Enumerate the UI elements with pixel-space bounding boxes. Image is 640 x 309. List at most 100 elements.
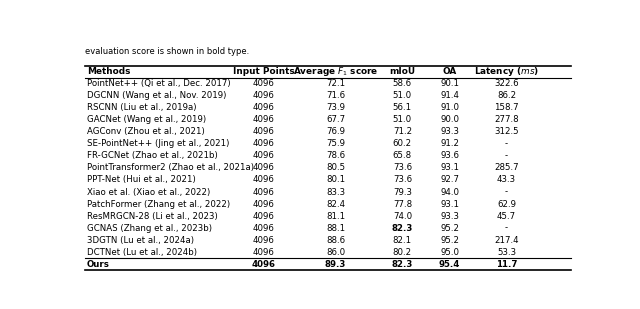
Text: 90.1: 90.1 bbox=[440, 79, 459, 88]
Text: 82.3: 82.3 bbox=[392, 224, 413, 233]
Text: 4096: 4096 bbox=[253, 236, 275, 245]
Text: 285.7: 285.7 bbox=[494, 163, 519, 172]
Text: 95.0: 95.0 bbox=[440, 248, 459, 257]
Text: 4096: 4096 bbox=[253, 176, 275, 184]
Text: 95.2: 95.2 bbox=[440, 236, 459, 245]
Text: 60.2: 60.2 bbox=[393, 139, 412, 148]
Text: 65.8: 65.8 bbox=[393, 151, 412, 160]
Text: 45.7: 45.7 bbox=[497, 212, 516, 221]
Text: 4096: 4096 bbox=[253, 139, 275, 148]
Text: 53.3: 53.3 bbox=[497, 248, 516, 257]
Text: Latency ($ms$): Latency ($ms$) bbox=[474, 65, 539, 78]
Text: 82.4: 82.4 bbox=[326, 200, 345, 209]
Text: 73.9: 73.9 bbox=[326, 103, 345, 112]
Text: 4096: 4096 bbox=[253, 200, 275, 209]
Text: Methods: Methods bbox=[87, 67, 131, 76]
Text: 62.9: 62.9 bbox=[497, 200, 516, 209]
Text: 11.7: 11.7 bbox=[496, 260, 517, 269]
Text: 78.6: 78.6 bbox=[326, 151, 345, 160]
Text: 74.0: 74.0 bbox=[393, 212, 412, 221]
Text: 89.3: 89.3 bbox=[324, 260, 346, 269]
Text: 73.6: 73.6 bbox=[393, 163, 412, 172]
Text: 86.2: 86.2 bbox=[497, 91, 516, 100]
Text: 4096: 4096 bbox=[253, 248, 275, 257]
Text: ResMRGCN-28 (Li et al., 2023): ResMRGCN-28 (Li et al., 2023) bbox=[87, 212, 218, 221]
Text: 80.1: 80.1 bbox=[326, 176, 345, 184]
Text: Input Points: Input Points bbox=[233, 67, 294, 76]
Text: 4096: 4096 bbox=[253, 212, 275, 221]
Text: 88.1: 88.1 bbox=[326, 224, 345, 233]
Text: 79.3: 79.3 bbox=[393, 188, 412, 197]
Text: 77.8: 77.8 bbox=[393, 200, 412, 209]
Text: 93.3: 93.3 bbox=[440, 127, 459, 136]
Text: AGConv (Zhou et al., 2021): AGConv (Zhou et al., 2021) bbox=[87, 127, 205, 136]
Text: PatchFormer (Zhang et al., 2022): PatchFormer (Zhang et al., 2022) bbox=[87, 200, 230, 209]
Text: 56.1: 56.1 bbox=[393, 103, 412, 112]
Text: 94.0: 94.0 bbox=[440, 188, 459, 197]
Text: 82.3: 82.3 bbox=[392, 260, 413, 269]
Text: 93.6: 93.6 bbox=[440, 151, 459, 160]
Text: 93.3: 93.3 bbox=[440, 212, 459, 221]
Text: 4096: 4096 bbox=[253, 163, 275, 172]
Text: 91.0: 91.0 bbox=[440, 103, 459, 112]
Text: 92.7: 92.7 bbox=[440, 176, 459, 184]
Text: 82.1: 82.1 bbox=[393, 236, 412, 245]
Text: 4096: 4096 bbox=[252, 260, 275, 269]
Text: 4096: 4096 bbox=[253, 91, 275, 100]
Text: 322.6: 322.6 bbox=[494, 79, 519, 88]
Text: FR-GCNet (Zhao et al., 2021b): FR-GCNet (Zhao et al., 2021b) bbox=[87, 151, 218, 160]
Text: 51.0: 51.0 bbox=[393, 115, 412, 124]
Text: -: - bbox=[505, 188, 508, 197]
Text: 312.5: 312.5 bbox=[494, 127, 519, 136]
Text: 88.6: 88.6 bbox=[326, 236, 345, 245]
Text: Ours: Ours bbox=[87, 260, 110, 269]
Text: 93.1: 93.1 bbox=[440, 200, 459, 209]
Text: 81.1: 81.1 bbox=[326, 212, 345, 221]
Text: Xiao et al. (Xiao et al., 2022): Xiao et al. (Xiao et al., 2022) bbox=[87, 188, 210, 197]
Text: 43.3: 43.3 bbox=[497, 176, 516, 184]
Text: SE-PointNet++ (Jing et al., 2021): SE-PointNet++ (Jing et al., 2021) bbox=[87, 139, 229, 148]
Text: 86.0: 86.0 bbox=[326, 248, 345, 257]
Text: 73.6: 73.6 bbox=[393, 176, 412, 184]
Text: OA: OA bbox=[442, 67, 457, 76]
Text: 80.5: 80.5 bbox=[326, 163, 345, 172]
Text: 58.6: 58.6 bbox=[393, 79, 412, 88]
Text: 91.4: 91.4 bbox=[440, 91, 459, 100]
Text: -: - bbox=[505, 151, 508, 160]
Text: 76.9: 76.9 bbox=[326, 127, 345, 136]
Text: 95.4: 95.4 bbox=[439, 260, 460, 269]
Text: -: - bbox=[505, 224, 508, 233]
Text: GCNAS (Zhang et al., 2023b): GCNAS (Zhang et al., 2023b) bbox=[87, 224, 212, 233]
Text: 80.2: 80.2 bbox=[393, 248, 412, 257]
Text: 71.2: 71.2 bbox=[393, 127, 412, 136]
Text: GACNet (Wang et al., 2019): GACNet (Wang et al., 2019) bbox=[87, 115, 206, 124]
Text: 83.3: 83.3 bbox=[326, 188, 345, 197]
Text: 277.8: 277.8 bbox=[494, 115, 519, 124]
Text: -: - bbox=[505, 139, 508, 148]
Text: DGCNN (Wang et al., Nov. 2019): DGCNN (Wang et al., Nov. 2019) bbox=[87, 91, 227, 100]
Text: 4096: 4096 bbox=[253, 188, 275, 197]
Text: evaluation score is shown in bold type.: evaluation score is shown in bold type. bbox=[85, 47, 249, 56]
Text: PPT-Net (Hui et al., 2021): PPT-Net (Hui et al., 2021) bbox=[87, 176, 196, 184]
Text: 3DGTN (Lu et al., 2024a): 3DGTN (Lu et al., 2024a) bbox=[87, 236, 194, 245]
Text: 4096: 4096 bbox=[253, 79, 275, 88]
Text: 4096: 4096 bbox=[253, 103, 275, 112]
Text: 4096: 4096 bbox=[253, 224, 275, 233]
Text: DCTNet (Lu et al., 2024b): DCTNet (Lu et al., 2024b) bbox=[87, 248, 197, 257]
Text: 93.1: 93.1 bbox=[440, 163, 459, 172]
Text: PointTransformer2 (Zhao et al., 2021a): PointTransformer2 (Zhao et al., 2021a) bbox=[87, 163, 254, 172]
Text: mIoU: mIoU bbox=[389, 67, 415, 76]
Text: 72.1: 72.1 bbox=[326, 79, 345, 88]
Text: 217.4: 217.4 bbox=[494, 236, 519, 245]
Text: 90.0: 90.0 bbox=[440, 115, 459, 124]
Text: Average $F_1$ score: Average $F_1$ score bbox=[292, 65, 378, 78]
Text: 75.9: 75.9 bbox=[326, 139, 345, 148]
Text: 4096: 4096 bbox=[253, 115, 275, 124]
Text: 158.7: 158.7 bbox=[494, 103, 519, 112]
Text: 67.7: 67.7 bbox=[326, 115, 345, 124]
Text: 91.2: 91.2 bbox=[440, 139, 459, 148]
Text: 71.6: 71.6 bbox=[326, 91, 345, 100]
Text: 95.2: 95.2 bbox=[440, 224, 459, 233]
Text: 4096: 4096 bbox=[253, 151, 275, 160]
Text: PointNet++ (Qi et al., Dec. 2017): PointNet++ (Qi et al., Dec. 2017) bbox=[87, 79, 230, 88]
